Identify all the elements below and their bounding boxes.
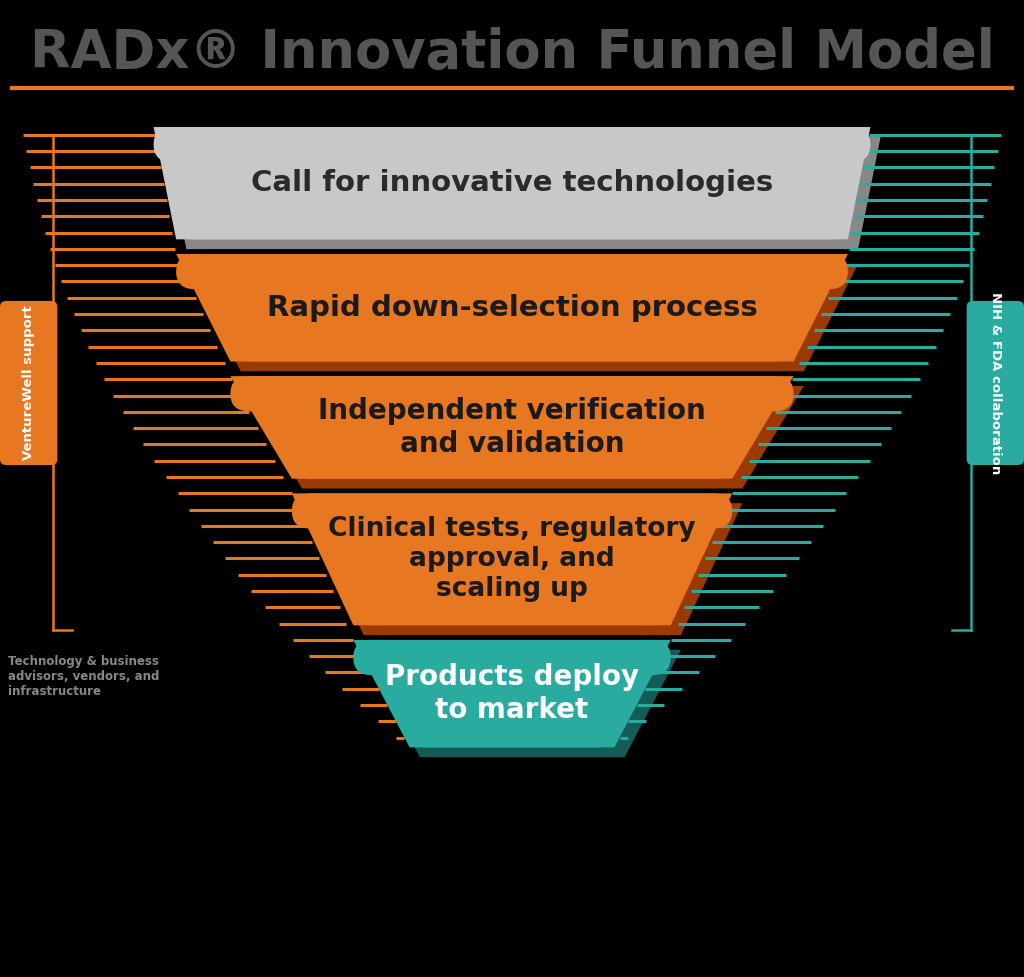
Polygon shape: [164, 137, 881, 249]
FancyBboxPatch shape: [967, 301, 1024, 465]
FancyBboxPatch shape: [353, 590, 671, 625]
Text: RADx® Innovation Funnel Model: RADx® Innovation Funnel Model: [30, 27, 994, 79]
Text: Technology & business
advisors, vendors, and
infrastructure: Technology & business advisors, vendors,…: [8, 655, 160, 698]
FancyBboxPatch shape: [292, 444, 732, 479]
FancyBboxPatch shape: [176, 204, 848, 239]
FancyBboxPatch shape: [230, 326, 794, 361]
Polygon shape: [302, 503, 742, 635]
Polygon shape: [364, 650, 681, 757]
Text: NIH & FDA collaboration: NIH & FDA collaboration: [989, 292, 1001, 474]
Text: Independent verification
and validation: Independent verification and validation: [318, 398, 706, 457]
Polygon shape: [241, 386, 804, 488]
FancyBboxPatch shape: [176, 254, 848, 289]
Text: Rapid down-selection process: Rapid down-selection process: [266, 294, 758, 321]
Text: Call for innovative technologies: Call for innovative technologies: [251, 169, 773, 197]
FancyBboxPatch shape: [230, 376, 794, 411]
Text: Clinical tests, regulatory
approval, and
scaling up: Clinical tests, regulatory approval, and…: [328, 516, 696, 603]
FancyBboxPatch shape: [154, 127, 870, 162]
Polygon shape: [292, 493, 732, 625]
Text: Products deploy
to market: Products deploy to market: [385, 663, 639, 724]
FancyBboxPatch shape: [0, 301, 57, 465]
Polygon shape: [186, 264, 858, 371]
FancyBboxPatch shape: [410, 712, 614, 747]
FancyBboxPatch shape: [292, 493, 732, 529]
FancyBboxPatch shape: [353, 640, 671, 675]
Polygon shape: [230, 376, 794, 479]
Polygon shape: [154, 127, 870, 239]
Polygon shape: [353, 640, 671, 747]
Text: VentureWell support: VentureWell support: [23, 306, 35, 460]
Polygon shape: [176, 254, 848, 361]
